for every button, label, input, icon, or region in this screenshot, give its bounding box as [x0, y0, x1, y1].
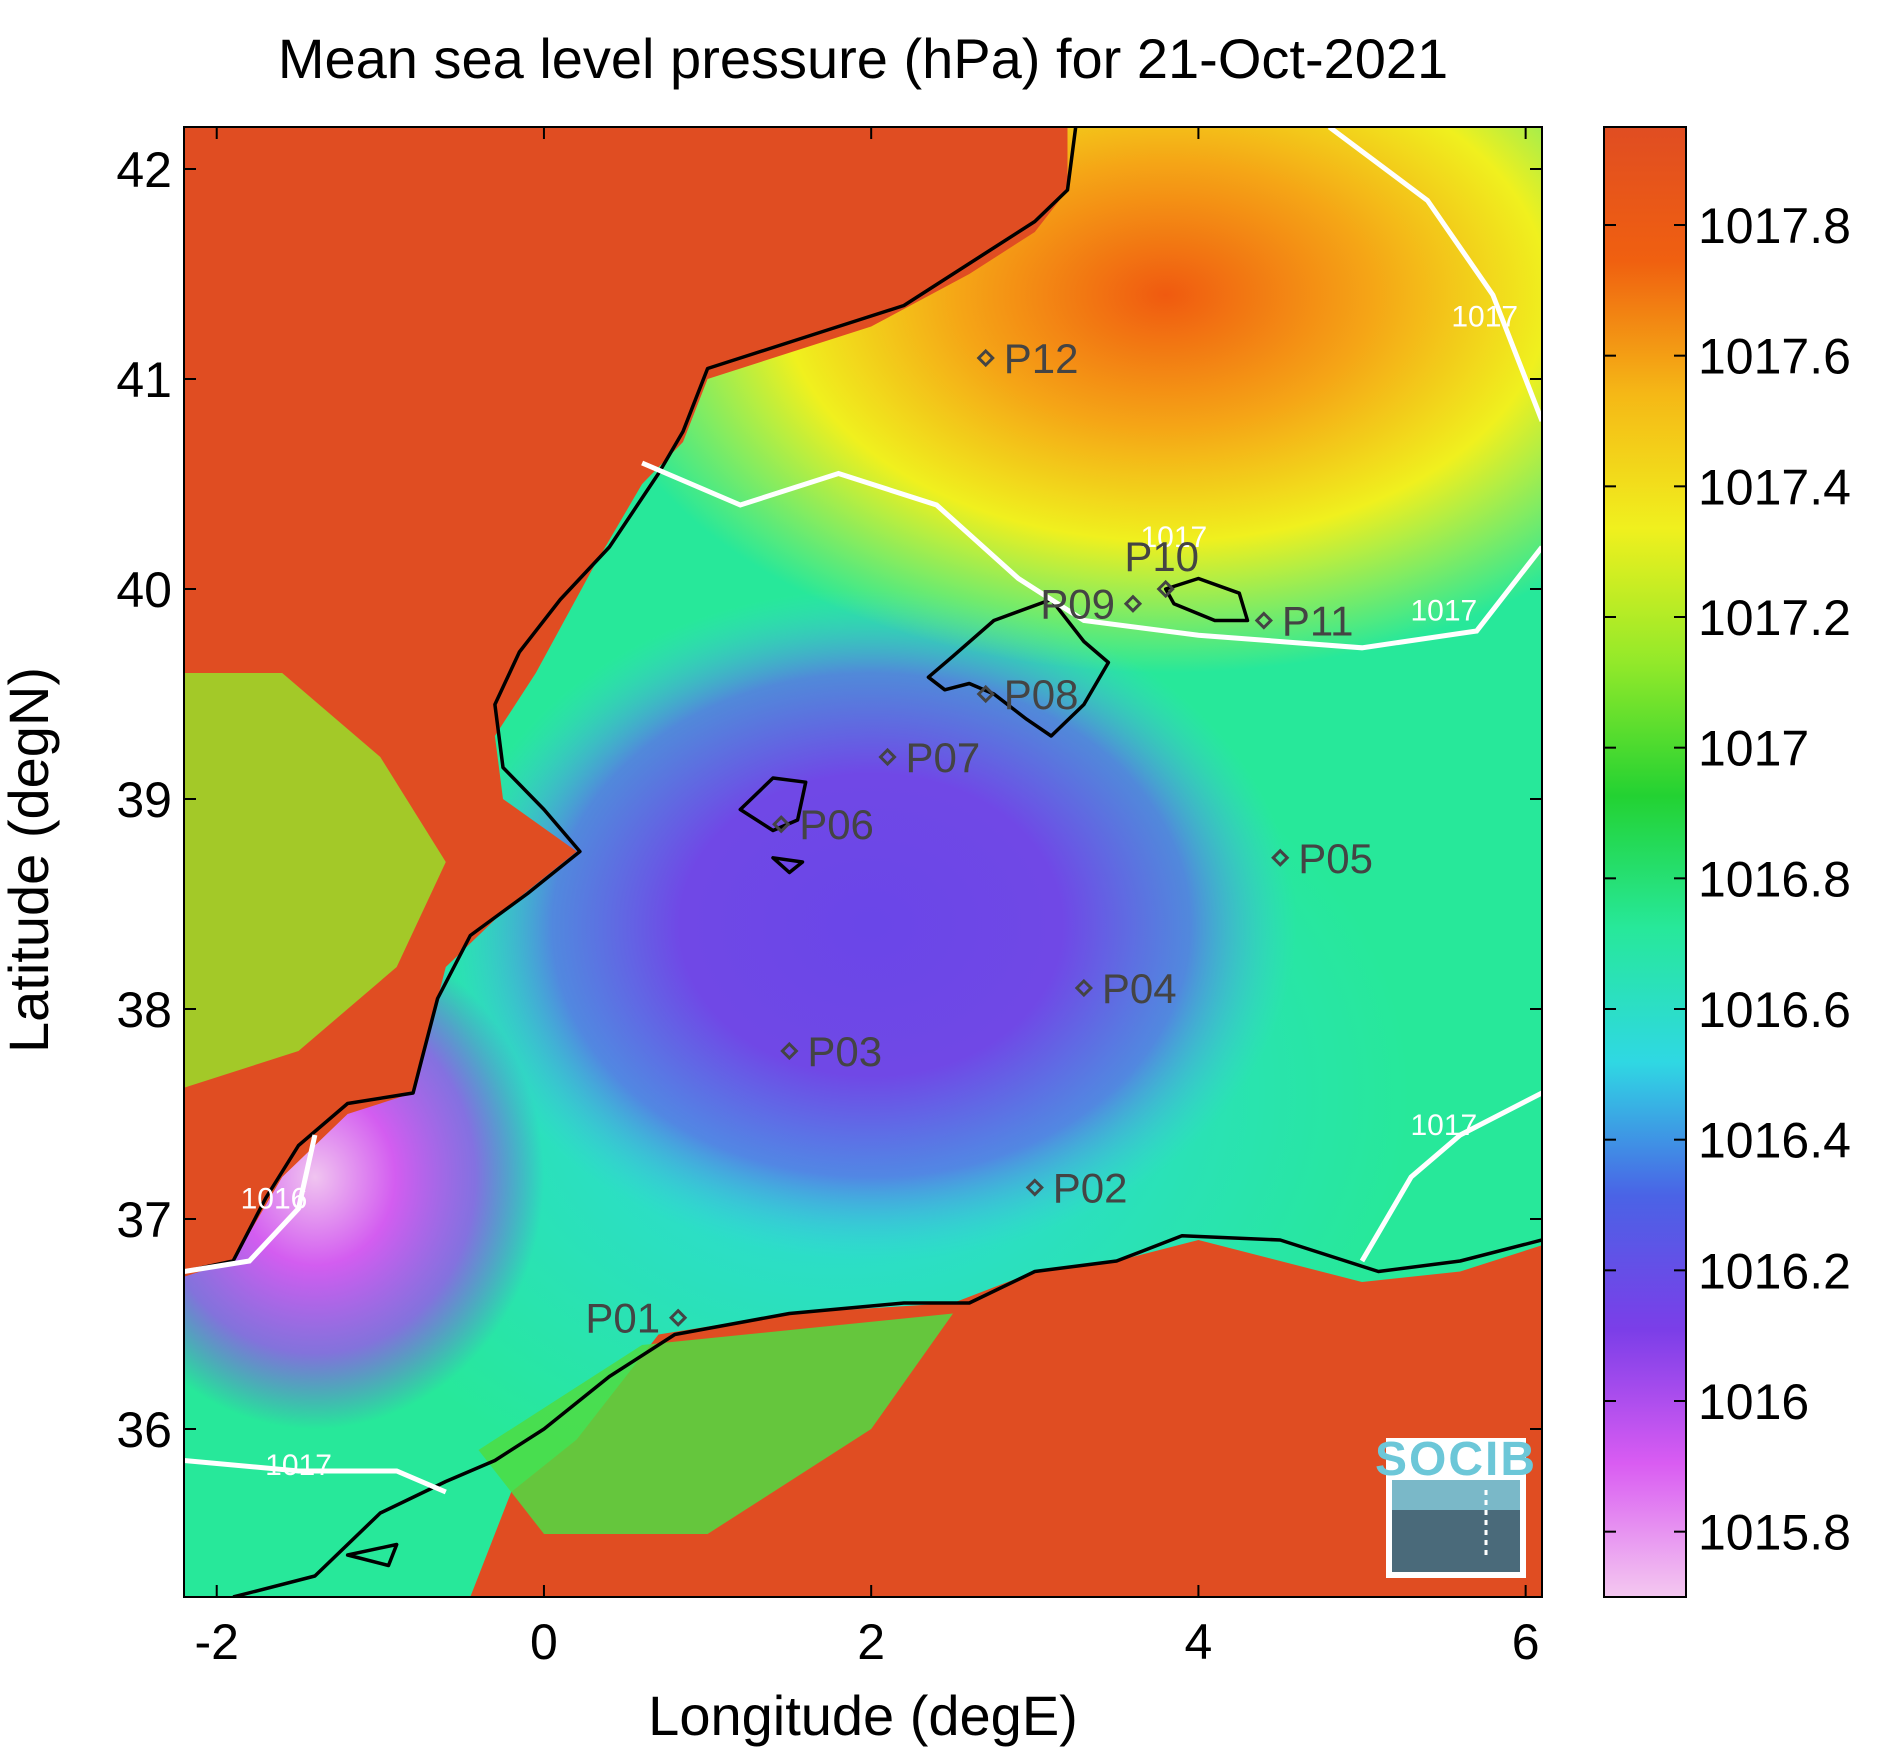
isobar-1017-north: [641, 460, 1542, 651]
station-marker-icon: [1025, 1178, 1044, 1197]
station-marker-icon: [976, 684, 995, 704]
colorbar-tick-label: 1017.6: [1698, 329, 1851, 385]
station-marker-icon: [1254, 611, 1273, 630]
station-marker-icon: [1074, 978, 1094, 998]
y-tick-label: 42: [116, 142, 172, 198]
colorbar-tick-label: 1016.2: [1698, 1243, 1851, 1299]
station-p01[interactable]: P01: [585, 1295, 688, 1342]
contour-label: 1016: [241, 1183, 308, 1216]
coastline-menorca: [1163, 576, 1250, 623]
x-axis-label: Longitude (degE): [648, 1684, 1078, 1747]
station-label: P07: [906, 734, 981, 781]
chart-title: Mean sea level pressure (hPa) for 21-Oct…: [278, 27, 1448, 90]
station-marker-icon: [976, 348, 995, 368]
station-p12[interactable]: P12: [976, 335, 1079, 382]
socib-logo: SOCIB: [1375, 1433, 1537, 1578]
station-p06[interactable]: P06: [772, 801, 874, 848]
station-marker-icon: [1271, 848, 1290, 867]
x-tick-label: 4: [1185, 1614, 1213, 1670]
colorbar-ticks: 1015.8 1016 1016.2 1016.4 1016.6 1016.8 1017 10…: [1604, 198, 1851, 1561]
contour-label: 1017: [1410, 595, 1477, 628]
x-tick-label: 2: [857, 1614, 885, 1670]
station-p04[interactable]: P04: [1074, 965, 1177, 1012]
station-marker-icon: [1156, 579, 1175, 599]
colorbar-tick-label: 1016.6: [1698, 982, 1851, 1038]
station-p03[interactable]: P03: [780, 1028, 882, 1075]
station-marker-icon: [772, 815, 791, 834]
isobar-contours: [184, 127, 1542, 1495]
colorbar-tick-label: 1016.8: [1698, 851, 1851, 907]
y-tick-label: 36: [116, 1402, 172, 1458]
y-tick-label: 38: [116, 982, 172, 1038]
contour-label: 1017: [1410, 1109, 1477, 1142]
station-p11[interactable]: P11: [1254, 598, 1354, 645]
station-marker-icon: [878, 747, 897, 767]
station-label: P09: [1040, 581, 1115, 628]
coastline-formentera: [771, 856, 805, 875]
land-iberia-interior: [184, 673, 446, 1088]
map-plot-area: [184, 127, 1542, 1597]
land-africa-coast: [478, 1313, 953, 1534]
y-axis-label: Latitude (degN): [0, 667, 60, 1053]
colorbar-tick-label: 1017.8: [1698, 198, 1851, 254]
station-marker-icon: [1123, 594, 1143, 613]
x-axis-ticks: -2 0 2 4 6: [194, 127, 1540, 1670]
isobar-1017-northeast: [1327, 127, 1542, 422]
contour-label: 1017: [1140, 521, 1207, 554]
x-tick-label: -2: [194, 1614, 238, 1670]
x-tick-label: 0: [530, 1614, 558, 1670]
station-label: P10: [1124, 533, 1199, 580]
station-label: P02: [1053, 1165, 1128, 1212]
colorbar: [1603, 126, 1687, 1598]
station-label: P06: [799, 801, 874, 848]
isobar-1017-southeast: [1359, 1090, 1542, 1263]
land-areas: [184, 127, 1542, 1597]
station-p10[interactable]: P10: [1124, 533, 1199, 599]
station-label: P01: [585, 1295, 660, 1342]
y-tick-label: 40: [116, 562, 172, 618]
station-p05[interactable]: P05: [1271, 835, 1373, 882]
coastline-mallorca: [926, 597, 1111, 738]
colorbar-tick-label: 1016.4: [1698, 1113, 1851, 1169]
colorbar-tick-label: 1017.4: [1698, 459, 1851, 515]
contour-label: 1017: [1451, 301, 1518, 334]
y-tick-label: 39: [116, 772, 172, 828]
logo-text: SOCIB: [1375, 1433, 1537, 1486]
coastline-ibiza: [738, 776, 808, 833]
isobar-contour-labels: 1017 1017 1017 1017 1017 1016: [241, 301, 1518, 1483]
coastline-alboran: [345, 1542, 399, 1568]
station-label: P04: [1102, 965, 1177, 1012]
station-p07[interactable]: P07: [878, 734, 981, 781]
colorbar-tick-label: 1017.2: [1698, 590, 1851, 646]
colorbar-tick-label: 1016: [1698, 1374, 1809, 1430]
plot-frame: [183, 126, 1543, 1598]
colorbar-tick-label: 1017: [1698, 721, 1809, 777]
station-marker-icon: [780, 1041, 799, 1061]
colorbar-tick-label: 1015.8: [1698, 1505, 1851, 1561]
station-label: P08: [1004, 671, 1079, 718]
station-label: P12: [1004, 335, 1079, 382]
station-marker-icon: [668, 1308, 688, 1327]
x-tick-label: 6: [1512, 1614, 1540, 1670]
y-tick-label: 37: [116, 1192, 172, 1248]
station-label: P03: [807, 1028, 882, 1075]
station-p08[interactable]: P08: [976, 671, 1079, 718]
station-p02[interactable]: P02: [1025, 1165, 1128, 1212]
station-label: P05: [1298, 835, 1373, 882]
isobar-1017-southwest: [184, 1458, 447, 1495]
y-axis-ticks: 36 37 38 39 40 41 42: [116, 142, 1542, 1458]
y-tick-label: 41: [116, 352, 172, 408]
contour-label: 1017: [265, 1449, 332, 1482]
coastline-spain: [184, 127, 1078, 1274]
station-p09[interactable]: P09: [1040, 581, 1143, 628]
isobar-1016: [184, 1134, 318, 1274]
field-low-pressure: [445, 589, 1297, 1261]
land-iberia: [184, 127, 1068, 1277]
station-label: P11: [1282, 598, 1354, 645]
